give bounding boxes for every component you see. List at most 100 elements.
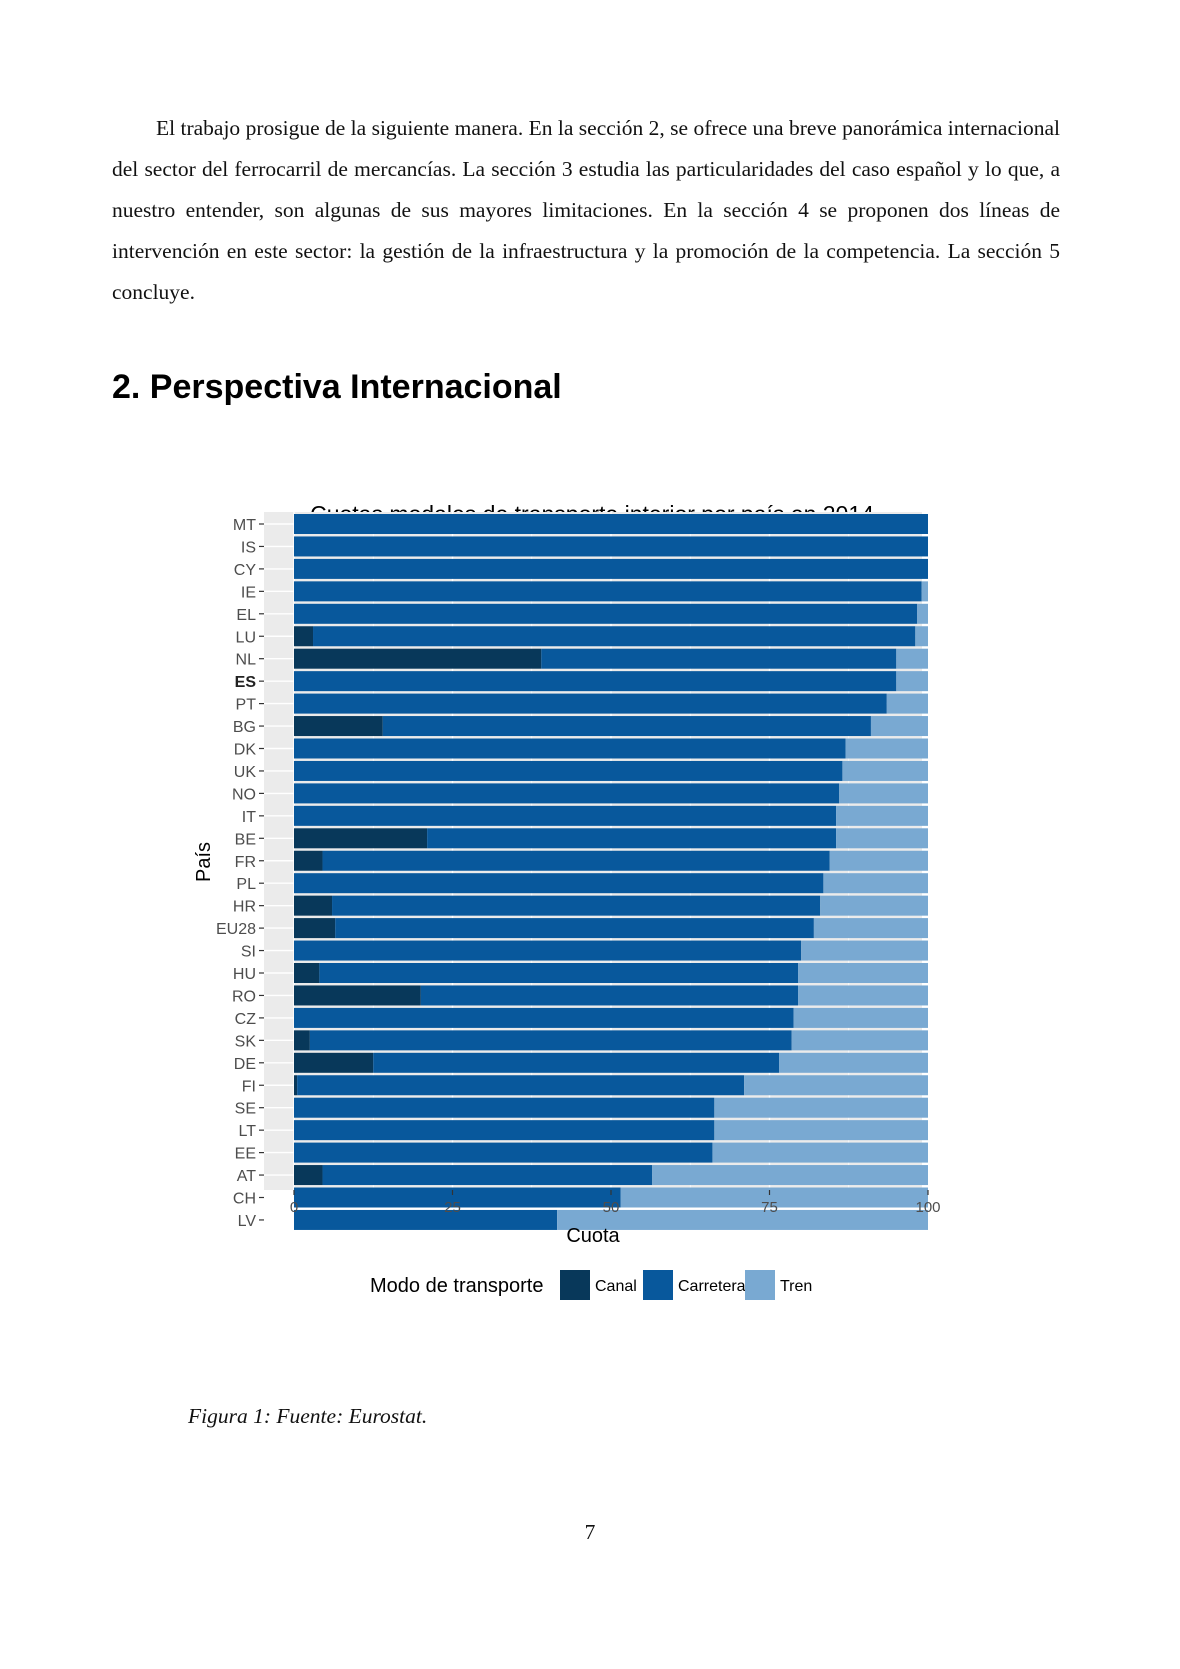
bar-fr-tren — [829, 850, 928, 871]
bar-ee-carretera — [294, 1142, 713, 1163]
bar-ie-carretera — [294, 581, 922, 602]
bar-lt-carretera — [294, 1120, 715, 1141]
bar-nl-canal — [294, 648, 542, 669]
section-heading: 2. Perspectiva Internacional — [112, 368, 562, 406]
bar-sk-canal — [294, 1030, 310, 1051]
y-tick-label-pt: PT — [236, 697, 257, 714]
legend-key-tren — [745, 1270, 775, 1300]
bar-eu28-carretera — [335, 918, 814, 939]
bar-lv-carretera — [294, 1209, 558, 1230]
figure-caption: Figura 1: Fuente: Eurostat. — [188, 1404, 428, 1428]
bar-hr-carretera — [332, 895, 821, 916]
y-tick-label-ie: IE — [241, 584, 256, 601]
y-tick-label-mt: MT — [233, 517, 256, 534]
bar-ch-carretera — [294, 1187, 621, 1208]
bar-pt-tren — [886, 693, 928, 714]
bar-cz-carretera — [294, 1007, 794, 1028]
bar-hu-tren — [798, 963, 928, 983]
bar-si-carretera — [294, 940, 802, 961]
y-tick-label-at: AT — [237, 1168, 256, 1185]
y-tick-label-ee: EE — [235, 1146, 256, 1163]
y-tick-label-cz: CZ — [235, 1011, 257, 1028]
y-tick-label-ch: CH — [233, 1191, 256, 1208]
bar-ie-tren — [921, 581, 928, 602]
legend: Modo de transporte Canal Carretera Tren — [370, 1270, 812, 1300]
x-tick-label-50: 50 — [603, 1199, 620, 1216]
bar-bg-canal — [294, 716, 383, 737]
y-tick-label-fi: FI — [242, 1078, 256, 1095]
y-tick-label-ro: RO — [232, 988, 256, 1005]
bar-sk-carretera — [309, 1030, 792, 1051]
bar-nl-carretera — [541, 648, 897, 669]
x-tick-label-25: 25 — [444, 1199, 461, 1216]
bar-eu28-tren — [813, 918, 928, 939]
bar-be-carretera — [427, 828, 837, 849]
bar-lv-tren — [557, 1209, 928, 1230]
bar-hr-tren — [820, 895, 928, 916]
bar-is-carretera — [294, 536, 928, 557]
bar-cy-carretera — [294, 558, 928, 579]
y-tick-label-cy: CY — [234, 562, 257, 579]
bar-de-carretera — [373, 1052, 780, 1073]
bar-sk-tren — [791, 1030, 928, 1051]
bar-es-carretera — [294, 671, 897, 692]
bar-el-carretera — [294, 603, 918, 624]
legend-label-carretera: Carretera — [678, 1278, 746, 1295]
bar-hu-canal — [294, 963, 320, 983]
y-tick-label-hr: HR — [233, 899, 256, 916]
legend-key-carretera — [643, 1270, 673, 1300]
bar-pt-carretera — [294, 693, 887, 714]
bar-se-tren — [714, 1097, 928, 1118]
y-tick-label-is: IS — [241, 539, 256, 556]
bar-nl-tren — [896, 648, 928, 669]
bar-pl-carretera — [294, 873, 824, 894]
bar-lu-canal — [294, 626, 314, 647]
bar-si-tren — [801, 940, 928, 961]
bar-ro-tren — [798, 985, 928, 1006]
body-paragraph: El trabajo prosigue de la siguiente mane… — [112, 116, 1060, 304]
stacked-bar-chart: Cuotas modales de transporte interior po… — [193, 501, 941, 1300]
y-tick-label-hu: HU — [233, 966, 256, 983]
y-tick-label-sk: SK — [235, 1033, 257, 1050]
bar-it-tren — [836, 805, 928, 826]
bar-it-carretera — [294, 805, 837, 826]
y-tick-label-si: SI — [241, 944, 256, 961]
y-tick-label-lu: LU — [236, 629, 256, 646]
x-tick-label-75: 75 — [761, 1199, 778, 1216]
legend-key-canal — [560, 1270, 590, 1300]
bar-be-tren — [836, 828, 928, 849]
bar-es-tren — [896, 671, 928, 692]
bar-el-tren — [917, 603, 928, 624]
bar-de-canal — [294, 1052, 374, 1073]
bar-cz-tren — [793, 1007, 928, 1028]
y-tick-label-uk: UK — [234, 764, 257, 781]
bar-fr-carretera — [322, 850, 830, 871]
bar-uk-carretera — [294, 760, 843, 781]
y-tick-label-se: SE — [235, 1101, 256, 1118]
x-tick-label-100: 100 — [915, 1199, 940, 1216]
y-tick-label-dk: DK — [234, 742, 257, 759]
bar-bg-carretera — [382, 716, 871, 737]
y-tick-label-lt: LT — [239, 1123, 257, 1140]
bar-dk-carretera — [294, 738, 846, 759]
bar-no-tren — [839, 783, 928, 804]
bar-ro-canal — [294, 985, 421, 1006]
bar-be-canal — [294, 828, 428, 849]
bar-de-tren — [779, 1052, 928, 1073]
y-tick-label-bg: BG — [233, 719, 256, 736]
bar-lu-carretera — [313, 626, 916, 647]
bar-uk-tren — [842, 760, 928, 781]
legend-title: Modo de transporte — [370, 1275, 543, 1297]
x-axis: 0 25 50 75 100 — [290, 1190, 941, 1216]
bars-group — [294, 514, 928, 1230]
bar-se-carretera — [294, 1097, 715, 1118]
x-axis-label: Cuota — [566, 1225, 620, 1247]
y-tick-label-be: BE — [235, 831, 256, 848]
bar-fi-canal — [294, 1075, 298, 1096]
bar-ee-tren — [712, 1142, 928, 1163]
bar-pl-tren — [823, 873, 928, 894]
y-tick-label-el: EL — [236, 607, 256, 624]
bar-fi-carretera — [297, 1075, 745, 1096]
bar-dk-tren — [845, 738, 928, 759]
